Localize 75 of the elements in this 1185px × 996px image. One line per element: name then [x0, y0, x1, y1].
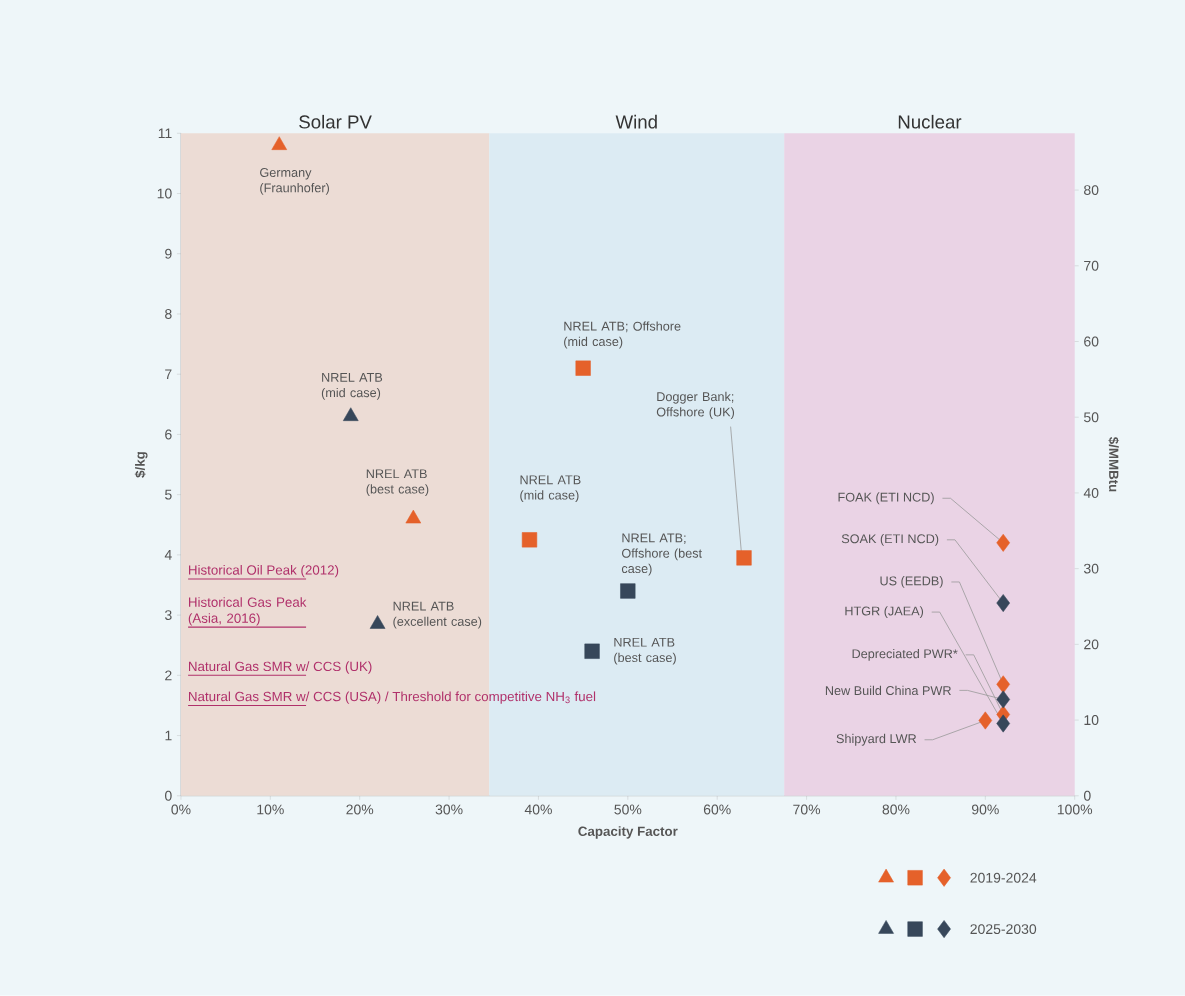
x-tick-label: 30% [435, 804, 463, 815]
annotation: Germany (Fraunhofer) [260, 168, 329, 195]
y-tick-label: 0 [165, 790, 172, 801]
y-tick-label: 9 [165, 248, 172, 259]
point [271, 136, 288, 151]
annotation: NREL ATB; Offshore (mid case) [564, 321, 681, 349]
x-tick-label: 0% [171, 804, 191, 815]
point [405, 509, 422, 524]
annotation: Dogger Bank; Offshore (UK) [656, 391, 735, 420]
y2-tick-label: 0 [1083, 790, 1091, 801]
x-tick-label: 60% [703, 804, 731, 815]
point [521, 532, 538, 548]
y2-tick-label: 40 [1083, 488, 1099, 499]
y2-axis-title: $/MMBtu [1108, 437, 1120, 492]
annotation: NREL ATB (excellent case) [393, 601, 482, 629]
ref-line-label: Historical Oil Peak (2012) [189, 565, 339, 578]
ref-line-label: Natural Gas SMR w/ CCS (USA) / Threshold for competitive NH$_{3}$ fuel [189, 691, 596, 704]
x-tick-label: 50% [614, 804, 642, 815]
annotation: NREL ATB (mid case) [520, 475, 581, 503]
y-tick-label: 8 [165, 309, 172, 320]
annotation: NREL ATB (best case) [366, 469, 429, 497]
y2-tick-label: 20 [1084, 639, 1099, 650]
point [996, 675, 1010, 694]
point [584, 643, 600, 659]
legend-label: 2025-2030 [970, 924, 1037, 935]
y-tick-label: 7 [165, 369, 172, 380]
y-tick-label: 10 [157, 188, 172, 199]
y-tick-label: 2 [165, 670, 172, 681]
point [996, 594, 1010, 613]
y2-tick-label: 50 [1083, 412, 1099, 423]
annotation: NREL ATB (mid case) [321, 373, 383, 400]
point [369, 615, 386, 629]
y2-tick-label: 30 [1083, 563, 1099, 574]
x-tick-label: 40% [524, 804, 552, 815]
x-tick-label: 90% [971, 804, 999, 815]
point [996, 534, 1010, 552]
annotation: NREL ATB; Offshore (best case) [621, 533, 702, 576]
band-label: Nuclear [898, 115, 962, 129]
annotation: Depreciated PWR* [852, 649, 958, 661]
annotation: FOAK (ETI NCD) [838, 492, 934, 505]
x-tick-label: 10% [257, 804, 284, 815]
ref-line-label: Natural Gas SMR w/ CCS (UK) [189, 661, 372, 674]
point [978, 711, 993, 730]
point [736, 550, 752, 566]
annotation: US (EEDB) [880, 576, 943, 588]
annotation: SOAK (ETI NCD) [841, 534, 939, 546]
point [575, 360, 591, 376]
point [996, 714, 1010, 733]
y-tick-label: 3 [164, 610, 172, 621]
x-tick-label: 20% [346, 804, 374, 815]
band-label: Solar PV [299, 115, 372, 129]
annotation: New Build China PWR [825, 685, 951, 696]
y2-tick-label: 60 [1084, 336, 1099, 347]
y2-tick-label: 70 [1084, 260, 1099, 271]
ref-line-label: Historical Gas Peak (Asia, 2016) [188, 597, 307, 626]
point [342, 407, 359, 422]
y-tick-label: 11 [158, 128, 172, 139]
x-tick-label: 80% [882, 804, 910, 815]
y2-tick-label: 80 [1084, 185, 1099, 196]
y-tick-label: 1 [165, 730, 172, 741]
legend-label: 2019-2024 [970, 872, 1037, 883]
y-tick-label: 6 [165, 429, 172, 440]
y-axis-title: $/kg [134, 452, 148, 478]
point [996, 690, 1010, 709]
y-tick-label: 5 [165, 489, 172, 500]
y-tick-label: 4 [164, 550, 172, 560]
y2-tick-label: 10 [1084, 715, 1099, 726]
annotation: NREL ATB (best case) [614, 638, 676, 665]
annotation: HTGR (JAEA) [845, 606, 924, 619]
x-axis-title: Capacity Factor [578, 826, 678, 839]
x-tick-label: 100% [1057, 804, 1093, 815]
x-tick-label: 70% [793, 804, 821, 815]
point [620, 583, 636, 599]
band-label: Wind [615, 115, 657, 129]
annotation: Shipyard LWR [836, 734, 917, 746]
